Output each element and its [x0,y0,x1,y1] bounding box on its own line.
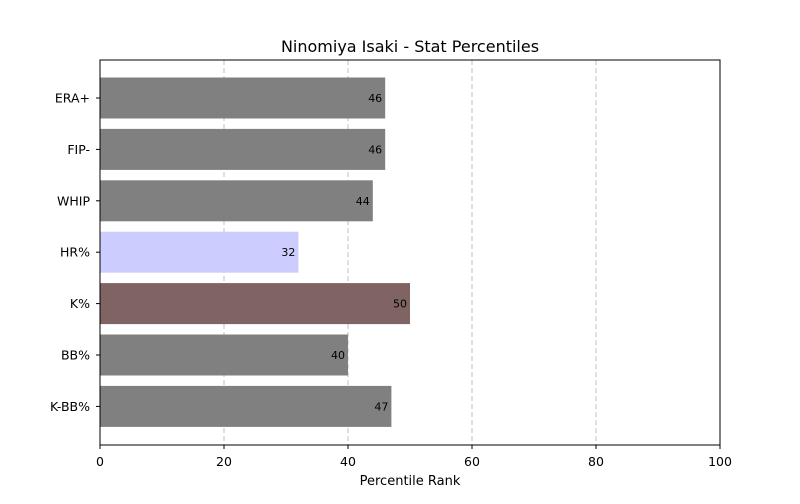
y-tick-label: FIP- [67,142,90,157]
x-axis-label: Percentile Rank [360,474,461,489]
x-tick-label: 60 [464,454,480,469]
bar [100,231,299,273]
chart-title: Ninomiya Isaki - Stat Percentiles [281,37,539,56]
y-tick-label: K% [70,296,90,311]
data-label: 47 [374,400,388,413]
x-tick-label: 0 [96,454,104,469]
x-tick-label: 100 [708,454,732,469]
y-tick-label: HR% [60,245,90,260]
data-label: 46 [368,143,382,156]
bar [100,334,348,376]
data-label: 46 [368,92,382,105]
x-tick-label: 80 [588,454,604,469]
y-tick-label: K-BB% [50,399,90,414]
data-label: 40 [331,349,345,362]
bars [100,77,410,427]
data-label: 50 [393,298,407,311]
bar [100,77,386,119]
bar [100,128,386,170]
data-label: 32 [281,246,295,259]
y-tick-label: BB% [61,348,90,363]
data-labels: 46 46 44 32 50 40 47 [281,92,407,413]
bar [100,180,373,222]
x-tick-label: 40 [340,454,356,469]
y-axis-ticks: ERA+ FIP- WHIP HR% K% BB% K-BB% [50,91,100,414]
y-tick-label: ERA+ [55,91,90,106]
x-tick-label: 20 [216,454,232,469]
bar [100,385,392,427]
data-label: 44 [356,195,370,208]
bar [100,283,410,325]
y-tick-label: WHIP [57,193,90,208]
x-axis-ticks: 0 20 40 60 80 100 [96,445,732,469]
